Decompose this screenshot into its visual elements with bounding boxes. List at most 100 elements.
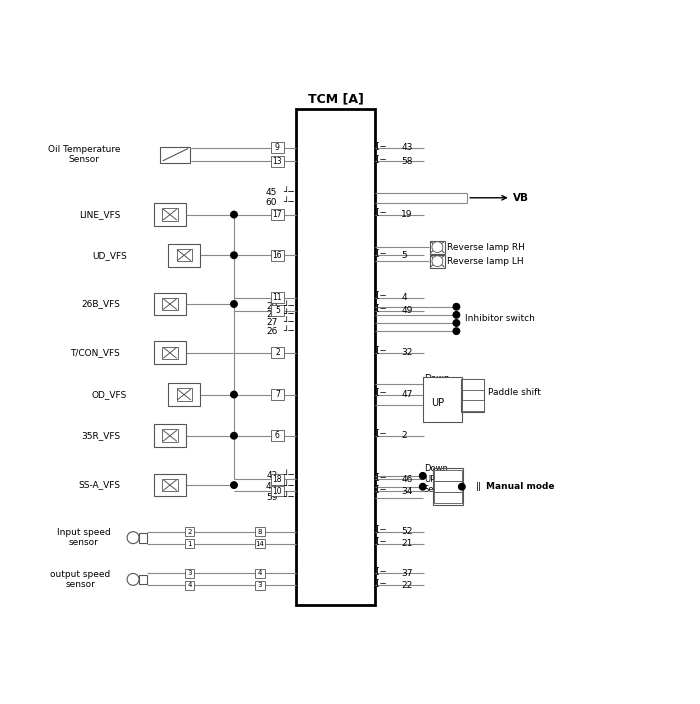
Text: 21: 21 (401, 539, 412, 548)
Text: 47: 47 (401, 390, 412, 399)
Bar (430, 241, 445, 253)
Text: SS-A_VFS: SS-A_VFS (78, 481, 120, 489)
Bar (271, 305, 284, 316)
Text: 1: 1 (187, 541, 192, 546)
Bar (255, 569, 265, 578)
Text: ┘─: ┘─ (283, 327, 294, 336)
Text: [—: [— (375, 566, 386, 575)
Text: 18: 18 (272, 474, 282, 484)
Bar (271, 292, 284, 303)
Text: [—: [— (375, 290, 386, 299)
Bar (271, 430, 284, 441)
Bar (271, 474, 284, 484)
Text: 14: 14 (256, 541, 265, 546)
Text: 34: 34 (401, 486, 412, 496)
Text: 8: 8 (258, 529, 262, 535)
Text: 4: 4 (401, 293, 407, 302)
Bar (154, 425, 186, 447)
Circle shape (453, 320, 460, 326)
Text: 17: 17 (272, 210, 282, 219)
Bar (162, 429, 178, 442)
Text: 46: 46 (401, 474, 412, 484)
Text: [—: [— (375, 472, 386, 481)
Text: Reverse lamp LH: Reverse lamp LH (447, 257, 524, 265)
Text: 13: 13 (272, 157, 282, 166)
Text: 2: 2 (401, 432, 407, 440)
Bar (271, 347, 284, 358)
Circle shape (419, 484, 426, 490)
Circle shape (231, 252, 237, 258)
Text: 49: 49 (401, 306, 412, 315)
Bar (185, 581, 195, 590)
Bar (176, 249, 192, 261)
Text: 19: 19 (401, 210, 412, 219)
Text: 3: 3 (258, 582, 262, 589)
Bar (271, 486, 284, 496)
Circle shape (419, 472, 426, 479)
Text: 43: 43 (266, 482, 277, 491)
Text: 52: 52 (401, 527, 412, 536)
Bar (271, 156, 284, 167)
Text: UD_VFS: UD_VFS (92, 251, 127, 260)
Bar (139, 533, 146, 543)
Bar (139, 574, 146, 584)
Text: [—: [— (375, 248, 386, 257)
Text: Input speed
sensor: Input speed sensor (57, 528, 111, 547)
Text: VB: VB (513, 193, 529, 203)
Text: [—: [— (375, 154, 386, 163)
Text: 2: 2 (275, 348, 280, 358)
Text: [—: [— (375, 536, 386, 546)
Text: [—: [— (375, 387, 386, 396)
Bar (462, 379, 484, 390)
Text: 27: 27 (266, 318, 277, 327)
Text: 42: 42 (266, 472, 277, 480)
Text: 26B_VFS: 26B_VFS (81, 299, 120, 308)
Circle shape (453, 328, 460, 334)
Bar (185, 539, 195, 548)
Bar (255, 527, 265, 536)
Text: 59: 59 (266, 493, 277, 502)
Text: OD_VFS: OD_VFS (91, 390, 127, 399)
Text: [—: [— (375, 524, 386, 534)
Text: 22: 22 (401, 581, 412, 590)
Text: ┘─: ┘─ (283, 198, 294, 207)
Text: 11: 11 (272, 293, 282, 302)
Bar (162, 298, 178, 310)
Bar (154, 293, 186, 315)
Bar (185, 527, 195, 536)
Text: output speed
sensor: output speed sensor (50, 570, 111, 589)
Text: Manual mode: Manual mode (486, 482, 554, 491)
Text: ┘─: ┘─ (283, 472, 294, 480)
Bar (271, 389, 284, 400)
Text: LINE_VFS: LINE_VFS (78, 210, 120, 219)
Text: 29: 29 (266, 302, 277, 311)
Text: TCM [A]: TCM [A] (308, 93, 363, 106)
Text: 35R_VFS: 35R_VFS (81, 432, 120, 440)
Text: 28: 28 (266, 310, 277, 320)
Bar (185, 569, 195, 578)
Text: 6: 6 (275, 432, 280, 440)
Text: Inhibitor switch: Inhibitor switch (465, 315, 534, 323)
Bar (176, 389, 192, 401)
Text: 7: 7 (275, 390, 280, 399)
Text: ┘─: ┘─ (283, 189, 294, 197)
Text: ┘─: ┘─ (283, 482, 294, 491)
Bar (255, 539, 265, 548)
Circle shape (231, 482, 237, 489)
Bar (154, 203, 186, 226)
Text: ||: || (476, 482, 482, 491)
Bar (168, 383, 200, 406)
Text: 16: 16 (272, 251, 282, 260)
Circle shape (432, 241, 443, 253)
Text: UP: UP (424, 474, 435, 484)
Text: 4: 4 (258, 570, 262, 577)
Text: 32: 32 (401, 348, 412, 358)
Bar (433, 482, 462, 492)
Text: [—: [— (375, 346, 386, 355)
Text: 4: 4 (188, 582, 192, 589)
Text: [—: [— (375, 141, 386, 150)
Text: 5: 5 (275, 306, 280, 315)
Bar (462, 400, 484, 411)
Bar (433, 470, 462, 482)
Bar (430, 255, 445, 268)
